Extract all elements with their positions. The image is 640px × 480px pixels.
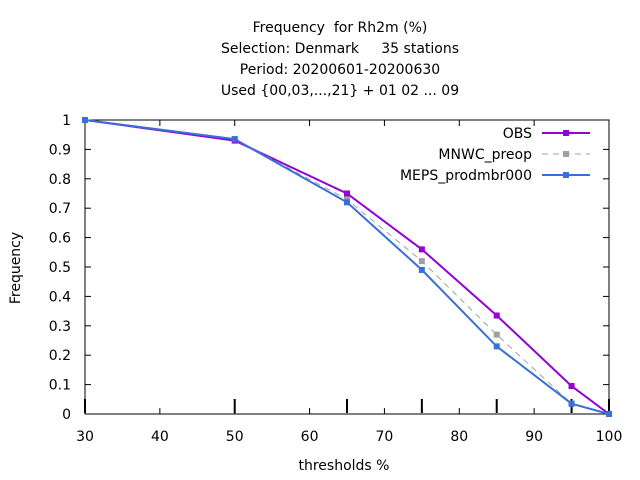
legend-label: MNWC_preop xyxy=(438,147,532,163)
legend-label: OBS xyxy=(503,126,532,142)
chart-series-layer xyxy=(82,117,612,417)
y-tick-label: 0.4 xyxy=(49,289,71,305)
x-tick-label: 30 xyxy=(76,429,94,445)
data-point xyxy=(344,199,350,206)
y-tick-label: 0.3 xyxy=(49,319,71,335)
y-tick-label: 1 xyxy=(62,113,71,129)
series-mnwc_preop xyxy=(82,117,612,417)
series-line xyxy=(84,119,610,415)
data-point xyxy=(606,411,612,417)
data-point xyxy=(82,117,88,123)
series-obs xyxy=(82,117,612,417)
x-tick-label: 90 xyxy=(525,429,543,445)
data-point xyxy=(418,258,425,265)
chart-title-line: Frequency for Rh2m (%) xyxy=(252,20,428,36)
x-tick-label: 70 xyxy=(376,429,394,445)
x-tick-label: 100 xyxy=(596,429,623,445)
data-point xyxy=(418,246,425,253)
chart-title-line: Period: 20200601-20200630 xyxy=(239,62,441,78)
y-axis-label: Frequency xyxy=(8,232,24,304)
data-point xyxy=(231,136,238,143)
data-point xyxy=(418,266,425,273)
y-tick-label: 0.6 xyxy=(49,231,71,247)
chart-axes: 0 0.1 0.2 0.3 0.4 0.5 0.6 0.7 0.8 0.9 1 30 40 50 60 70 8… xyxy=(49,113,623,445)
y-tick-label: 0.8 xyxy=(49,172,71,188)
legend-label: MEPS_prodmbr000 xyxy=(400,168,532,184)
y-tick-label: 0 xyxy=(62,407,71,423)
chart-legend: OBS MNWC_preop MEPS_prodmbr000 xyxy=(400,126,590,184)
x-tick-label: 80 xyxy=(450,429,468,445)
plot-border xyxy=(84,119,610,415)
data-point xyxy=(493,312,500,319)
x-tick-label: 60 xyxy=(301,429,319,445)
y-tick-label: 0.1 xyxy=(49,378,71,394)
series-line xyxy=(84,119,610,415)
x-tick-label: 50 xyxy=(226,429,244,445)
data-point xyxy=(493,343,500,350)
legend-swatch-marker xyxy=(563,172,569,178)
chart-title-line: Selection: Denmark 35 stations xyxy=(220,41,460,57)
chart-title-line: Used {00,03,...,21} + 01 02 ... 09 xyxy=(220,83,460,99)
y-tick-label: 0.7 xyxy=(49,201,71,217)
data-point xyxy=(344,190,350,197)
data-point xyxy=(493,331,500,338)
data-point xyxy=(568,383,575,390)
series-meps_prodmbr000 xyxy=(82,117,612,417)
y-tick-label: 0.5 xyxy=(49,260,71,276)
series-line xyxy=(84,119,610,415)
legend-swatch-marker xyxy=(563,151,569,157)
x-tick-label: 40 xyxy=(151,429,169,445)
y-tick-label: 0.9 xyxy=(49,142,71,158)
legend-swatch-marker xyxy=(563,130,569,136)
y-tick-label: 0.2 xyxy=(49,348,71,364)
x-axis-label: thresholds % xyxy=(299,458,390,474)
data-point xyxy=(568,400,575,407)
